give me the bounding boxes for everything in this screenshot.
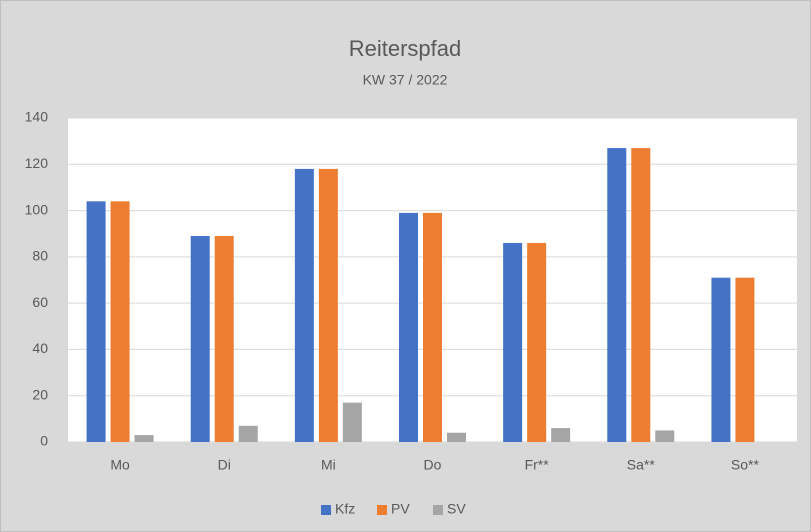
bar bbox=[190, 236, 210, 442]
bar bbox=[551, 428, 571, 442]
bar bbox=[134, 435, 154, 442]
bar bbox=[238, 425, 258, 442]
y-tick-label: 80 bbox=[32, 248, 48, 264]
bar bbox=[447, 432, 466, 442]
legend-swatch bbox=[433, 505, 443, 515]
y-tick-label: 20 bbox=[32, 386, 48, 402]
y-tick-label: 120 bbox=[25, 155, 49, 171]
bar bbox=[527, 242, 547, 442]
bar bbox=[294, 168, 314, 442]
bar bbox=[214, 236, 234, 442]
legend-label: Kfz bbox=[335, 501, 355, 517]
x-tick-label: Di bbox=[218, 457, 231, 473]
bar bbox=[423, 212, 442, 442]
chart-title: Reiterspfad bbox=[349, 36, 462, 61]
y-tick-label: 0 bbox=[40, 433, 48, 449]
legend-swatch bbox=[321, 505, 331, 515]
bar bbox=[86, 201, 106, 442]
bar bbox=[607, 148, 627, 443]
bar bbox=[503, 242, 523, 442]
bar bbox=[342, 402, 362, 442]
y-tick-label: 40 bbox=[32, 340, 48, 356]
bar bbox=[110, 201, 130, 442]
bar bbox=[711, 277, 731, 442]
legend-label: PV bbox=[391, 501, 410, 517]
chart-subtitle: KW 37 / 2022 bbox=[363, 72, 448, 88]
y-tick-label: 140 bbox=[25, 109, 49, 125]
x-tick-label: So** bbox=[731, 457, 760, 473]
x-tick-label: Do bbox=[424, 457, 442, 473]
y-tick-label: 60 bbox=[32, 294, 48, 310]
x-tick-label: Mo bbox=[110, 457, 130, 473]
bar bbox=[318, 168, 338, 442]
x-tick-label: Sa** bbox=[627, 457, 656, 473]
x-tick-label: Fr** bbox=[525, 457, 550, 473]
legend-swatch bbox=[377, 505, 387, 515]
bar bbox=[399, 212, 418, 442]
y-tick-label: 100 bbox=[25, 201, 49, 217]
bar bbox=[655, 430, 675, 442]
legend-label: SV bbox=[447, 501, 466, 517]
bar bbox=[631, 148, 651, 443]
bar bbox=[735, 277, 755, 442]
x-tick-label: Mi bbox=[321, 457, 336, 473]
